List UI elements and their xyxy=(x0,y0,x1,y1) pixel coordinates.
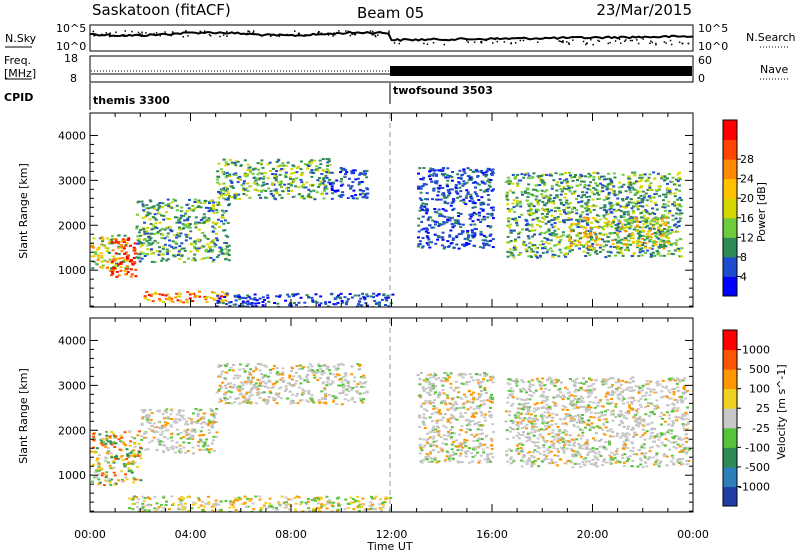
velocity-colorbar-tick-0: 1000 xyxy=(742,344,770,357)
sky-tick-top: 10^5 xyxy=(56,22,86,35)
velocity-region-5 xyxy=(505,376,691,468)
power-colorbar-tick-4: 20 xyxy=(740,192,754,205)
power-ylabel: Slant Range [km] xyxy=(17,163,30,259)
sky-search-panel: N.Sky 10^5 10^0 10^5 10^0 N.Search xyxy=(5,22,796,53)
x-tick-label-6: 00:00 xyxy=(677,528,709,541)
y-tick-label-1-2: 3000 xyxy=(58,379,86,392)
velocity-region-1 xyxy=(140,408,218,454)
power-colorbar-tick-0: 4 xyxy=(740,270,747,283)
nave-tick-bottom: 0 xyxy=(698,72,705,85)
date-title: 23/Mar/2015 xyxy=(596,1,692,19)
power-region-2 xyxy=(135,198,231,263)
velocity-colorbar-tick-7: -1000 xyxy=(738,480,770,493)
power-region-6 xyxy=(216,293,395,308)
search-tick-top: 10^5 xyxy=(698,22,728,35)
velocity-ylabel: Slant Range [km] xyxy=(17,368,30,464)
velocity-colorbar-tick-3: 25 xyxy=(756,402,770,415)
velocity-colorbar-tick-6: -500 xyxy=(745,461,770,474)
nave-label: Nave xyxy=(760,63,788,76)
freq-label: Freq. xyxy=(4,54,31,67)
x-tick-label-2: 08:00 xyxy=(275,528,307,541)
y-tick-label-1-1: 2000 xyxy=(58,424,86,437)
beam-title: Beam 05 xyxy=(357,4,424,22)
freq-unit-label: [MHz] xyxy=(4,67,36,80)
velocity-region-2 xyxy=(216,363,369,405)
freq-tick-bottom: 8 xyxy=(70,72,77,85)
power-colorbar-tick-3: 16 xyxy=(740,212,754,225)
velocity-region-0 xyxy=(91,430,144,486)
power-colorbar-label: Power [dB] xyxy=(755,182,768,242)
cpid-label: CPID xyxy=(4,91,33,104)
cpid-mode-2: twofsound 3503 xyxy=(393,84,493,97)
x-tick-label-4: 16:00 xyxy=(476,528,508,541)
x-tick-label-5: 20:00 xyxy=(577,528,609,541)
x-axis-label: Time UT xyxy=(366,540,412,553)
velocity-colorbar-tick-1: 500 xyxy=(749,363,770,376)
velocity-panel: 1000 2000 3000 4000 Slant Range [km] xyxy=(17,318,693,513)
power-region-7 xyxy=(417,167,495,250)
station-title: Saskatoon (fitACF) xyxy=(92,1,231,19)
y-tick-label-0-1: 2000 xyxy=(58,219,86,232)
search-tick-bottom: 10^0 xyxy=(698,40,728,53)
power-colorbar: 4 8 12 16 20 24 28 xyxy=(723,120,754,297)
power-region-4 xyxy=(329,167,369,200)
y-tick-label-0-3: 4000 xyxy=(58,129,86,142)
x-tick-label-1: 04:00 xyxy=(175,528,207,541)
velocity-colorbar-label: Velocity [m s^-1] xyxy=(775,364,788,459)
velocity-colorbar: 1000 500 100 25 -25 -100 -500 -1000 xyxy=(723,330,770,507)
x-tick-label-0: 00:00 xyxy=(74,528,106,541)
velocity-colorbar-tick-5: -100 xyxy=(745,441,770,454)
power-region-3 xyxy=(216,158,332,200)
y-tick-label-1-3: 4000 xyxy=(58,334,86,347)
power-colorbar-tick-5: 24 xyxy=(740,173,754,186)
velocity-colorbar-tick-4: -25 xyxy=(752,422,770,435)
y-tick-label-1-0: 1000 xyxy=(58,469,86,482)
n-sky-label: N.Sky xyxy=(5,32,37,45)
nave-tick-top: 60 xyxy=(698,54,712,67)
power-region-5 xyxy=(144,291,229,304)
cpid-mode-1: themis 3300 xyxy=(93,94,170,107)
freq-tick-top: 18 xyxy=(64,52,78,65)
power-panel: 1000 2000 3000 4000 Slant Range [km] xyxy=(17,113,693,308)
velocity-colorbar-tick-2: 100 xyxy=(749,383,770,396)
power-colorbar-tick-2: 12 xyxy=(740,231,754,244)
velocity-region-4 xyxy=(417,372,495,464)
power-colorbar-tick-6: 28 xyxy=(740,153,754,166)
power-colorbar-tick-1: 8 xyxy=(740,251,747,264)
cpid-row: CPID themis 3300 twofsound 3503 xyxy=(4,83,493,110)
freq-nave-panel: Freq. [MHz] 18 8 60 0 Nave xyxy=(4,52,790,85)
y-tick-label-0-2: 3000 xyxy=(58,174,86,187)
n-search-label: N.Search xyxy=(746,31,796,44)
velocity-region-3 xyxy=(128,495,392,513)
y-tick-label-0-0: 1000 xyxy=(58,264,86,277)
